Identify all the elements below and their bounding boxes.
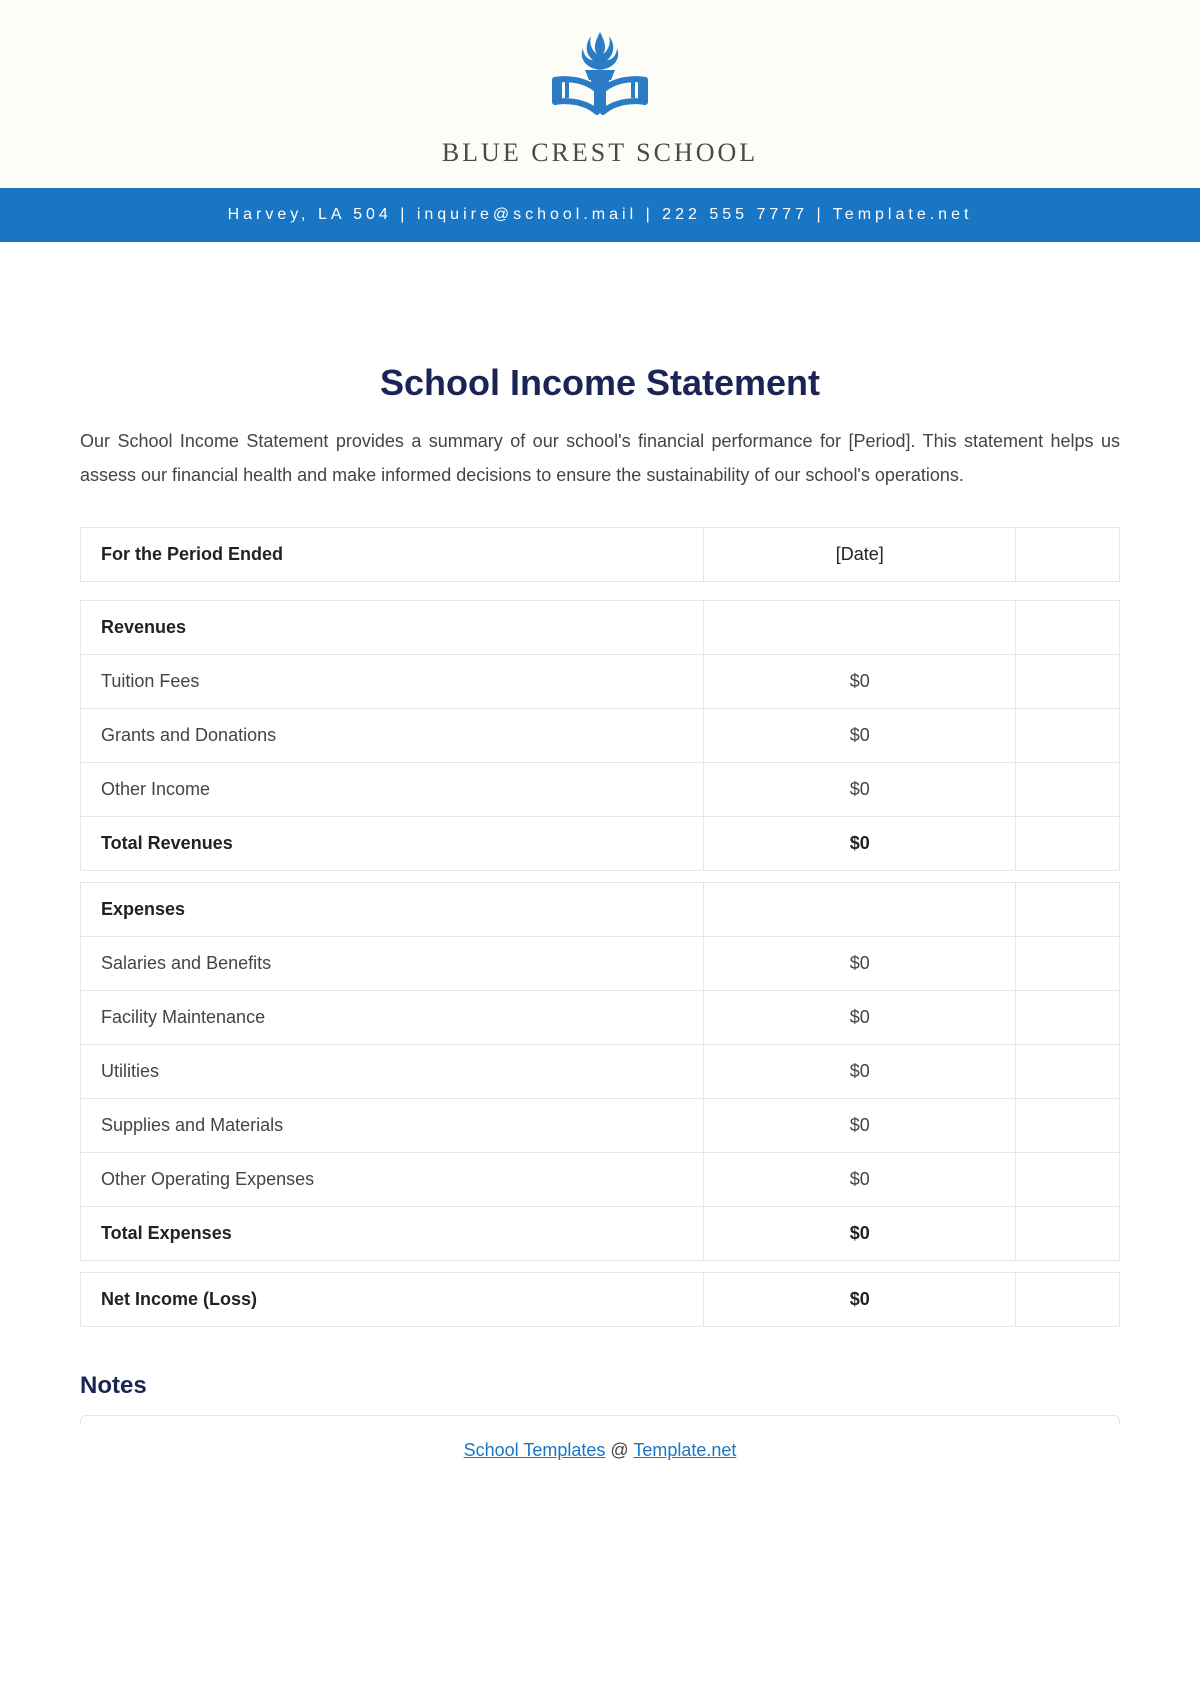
spacer-cell [1016, 937, 1120, 991]
table-row-1-4-label: Other Operating Expenses [81, 1153, 704, 1207]
footer-link-site[interactable]: Template.net [633, 1440, 736, 1460]
section-total-0-value: $0 [704, 817, 1016, 871]
spacer-cell [1016, 601, 1120, 655]
table-row-1-3: Supplies and Materials$0 [81, 1099, 1120, 1153]
table-row-0-2-label: Other Income [81, 763, 704, 817]
net-income-row-label: Net Income (Loss) [81, 1273, 704, 1327]
table-row-1-1-label: Facility Maintenance [81, 991, 704, 1045]
gap-row [81, 871, 1120, 883]
spacer-cell [1016, 883, 1120, 937]
school-logo-icon [535, 30, 665, 130]
period-row: For the Period Ended [Date] [81, 528, 1120, 582]
section-heading-1-value [704, 883, 1016, 937]
footer-link-templates[interactable]: School Templates [464, 1440, 606, 1460]
spacer-cell [1016, 763, 1120, 817]
spacer-cell [1016, 709, 1120, 763]
table-row-1-0: Salaries and Benefits$0 [81, 937, 1120, 991]
table-row-1-4-value: $0 [704, 1153, 1016, 1207]
spacer-cell [1016, 528, 1120, 582]
section-total-0-label: Total Revenues [81, 817, 704, 871]
gap-row [81, 1261, 1120, 1273]
table-row-1-0-label: Salaries and Benefits [81, 937, 704, 991]
income-statement-table: RevenuesTuition Fees$0Grants and Donatio… [80, 600, 1120, 1327]
page: BLUE CREST SCHOOL Harvey, LA 504 | inqui… [0, 0, 1200, 1501]
net-income-row: Net Income (Loss)$0 [81, 1273, 1120, 1327]
net-income-row-value: $0 [704, 1273, 1016, 1327]
period-table: For the Period Ended [Date] [80, 527, 1120, 582]
table-row-1-4: Other Operating Expenses$0 [81, 1153, 1120, 1207]
table-row-1-2: Utilities$0 [81, 1045, 1120, 1099]
table-row-1-2-label: Utilities [81, 1045, 704, 1099]
table-row-0-2: Other Income$0 [81, 763, 1120, 817]
header-top: BLUE CREST SCHOOL [0, 0, 1200, 188]
section-total-1: Total Expenses$0 [81, 1207, 1120, 1261]
table-row-0-1: Grants and Donations$0 [81, 709, 1120, 763]
table-row-1-1: Facility Maintenance$0 [81, 991, 1120, 1045]
table-row-0-1-value: $0 [704, 709, 1016, 763]
table-row-0-0-value: $0 [704, 655, 1016, 709]
section-heading-0-label: Revenues [81, 601, 704, 655]
notes-heading: Notes [80, 1372, 1120, 1400]
table-row-1-1-value: $0 [704, 991, 1016, 1045]
section-heading-0: Revenues [81, 601, 1120, 655]
spacer-cell [1016, 1273, 1120, 1327]
period-label: For the Period Ended [81, 528, 704, 582]
footer: School Templates @ Template.net [0, 1425, 1200, 1501]
section-total-1-value: $0 [704, 1207, 1016, 1261]
footer-separator: @ [605, 1440, 633, 1460]
spacer-cell [1016, 1153, 1120, 1207]
table-row-1-2-value: $0 [704, 1045, 1016, 1099]
contact-bar: Harvey, LA 504 | inquire@school.mail | 2… [0, 188, 1200, 242]
table-row-0-1-label: Grants and Donations [81, 709, 704, 763]
table-row-0-2-value: $0 [704, 763, 1016, 817]
section-heading-1-label: Expenses [81, 883, 704, 937]
content: School Income Statement Our School Incom… [0, 242, 1200, 1425]
spacer-cell [1016, 1045, 1120, 1099]
section-total-0: Total Revenues$0 [81, 817, 1120, 871]
spacer-cell [1016, 1099, 1120, 1153]
spacer-cell [1016, 655, 1120, 709]
section-heading-1: Expenses [81, 883, 1120, 937]
period-value: [Date] [704, 528, 1016, 582]
intro-paragraph: Our School Income Statement provides a s… [80, 424, 1120, 492]
table-row-1-0-value: $0 [704, 937, 1016, 991]
spacer-cell [1016, 1207, 1120, 1261]
page-title: School Income Statement [80, 362, 1120, 404]
spacer-cell [1016, 991, 1120, 1045]
spacer-cell [1016, 817, 1120, 871]
section-heading-0-value [704, 601, 1016, 655]
table-row-0-0: Tuition Fees$0 [81, 655, 1120, 709]
table-row-1-3-label: Supplies and Materials [81, 1099, 704, 1153]
table-row-1-3-value: $0 [704, 1099, 1016, 1153]
notes-box [80, 1415, 1120, 1425]
school-name: BLUE CREST SCHOOL [0, 138, 1200, 168]
section-total-1-label: Total Expenses [81, 1207, 704, 1261]
table-row-0-0-label: Tuition Fees [81, 655, 704, 709]
